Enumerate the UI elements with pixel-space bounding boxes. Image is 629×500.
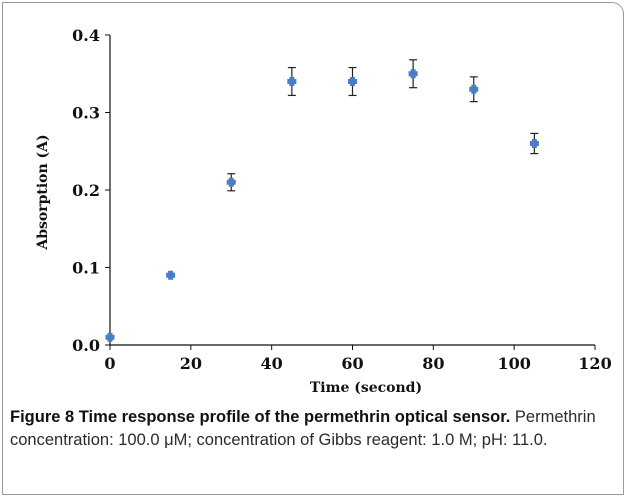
x-tick-label: 60: [341, 354, 363, 373]
data-point: [105, 332, 115, 342]
y-tick-label: 0.2: [72, 181, 100, 200]
data-points: [105, 59, 539, 342]
x-tick-label: 100: [497, 354, 530, 373]
data-point: [469, 84, 479, 94]
x-tick-label: 80: [422, 354, 444, 373]
data-point: [408, 69, 418, 79]
y-tick-label: 0.1: [72, 259, 100, 278]
x-tick-label: 20: [180, 354, 202, 373]
data-point: [529, 139, 539, 148]
x-axis-title: Time (second): [310, 380, 422, 396]
x-tick-label: 40: [261, 354, 283, 373]
caption-title: Time response profile of the permethrin …: [78, 408, 511, 426]
figure-frame: [2, 2, 624, 495]
caption-text: Permethrin concentration: 100.0 μM; conc…: [10, 408, 596, 449]
scatter-chart: 0 20 40 60 80 100 120 0.0 0.1 0.2 0.3 0.4 Time (se…: [35, 26, 612, 396]
caption-label: Figure 8: [10, 408, 75, 426]
y-tick-label: 0.3: [72, 104, 100, 123]
x-tick-label: 0: [104, 354, 115, 373]
data-point: [287, 77, 297, 86]
y-tick-label: 0.4: [72, 26, 100, 45]
x-tick-label: 120: [578, 354, 611, 373]
data-point: [348, 77, 357, 86]
x-tick-labels: 0 20 40 60 80 100 120: [104, 345, 612, 373]
y-tick-label: 0.0: [72, 336, 100, 355]
y-axis-title: Absorption (A): [35, 134, 51, 250]
figure-caption: Figure 8 Time response profile of the pe…: [10, 406, 620, 452]
data-point: [166, 270, 176, 280]
data-point: [226, 177, 236, 187]
y-tick-labels: 0.0 0.1 0.2 0.3 0.4: [72, 26, 110, 355]
